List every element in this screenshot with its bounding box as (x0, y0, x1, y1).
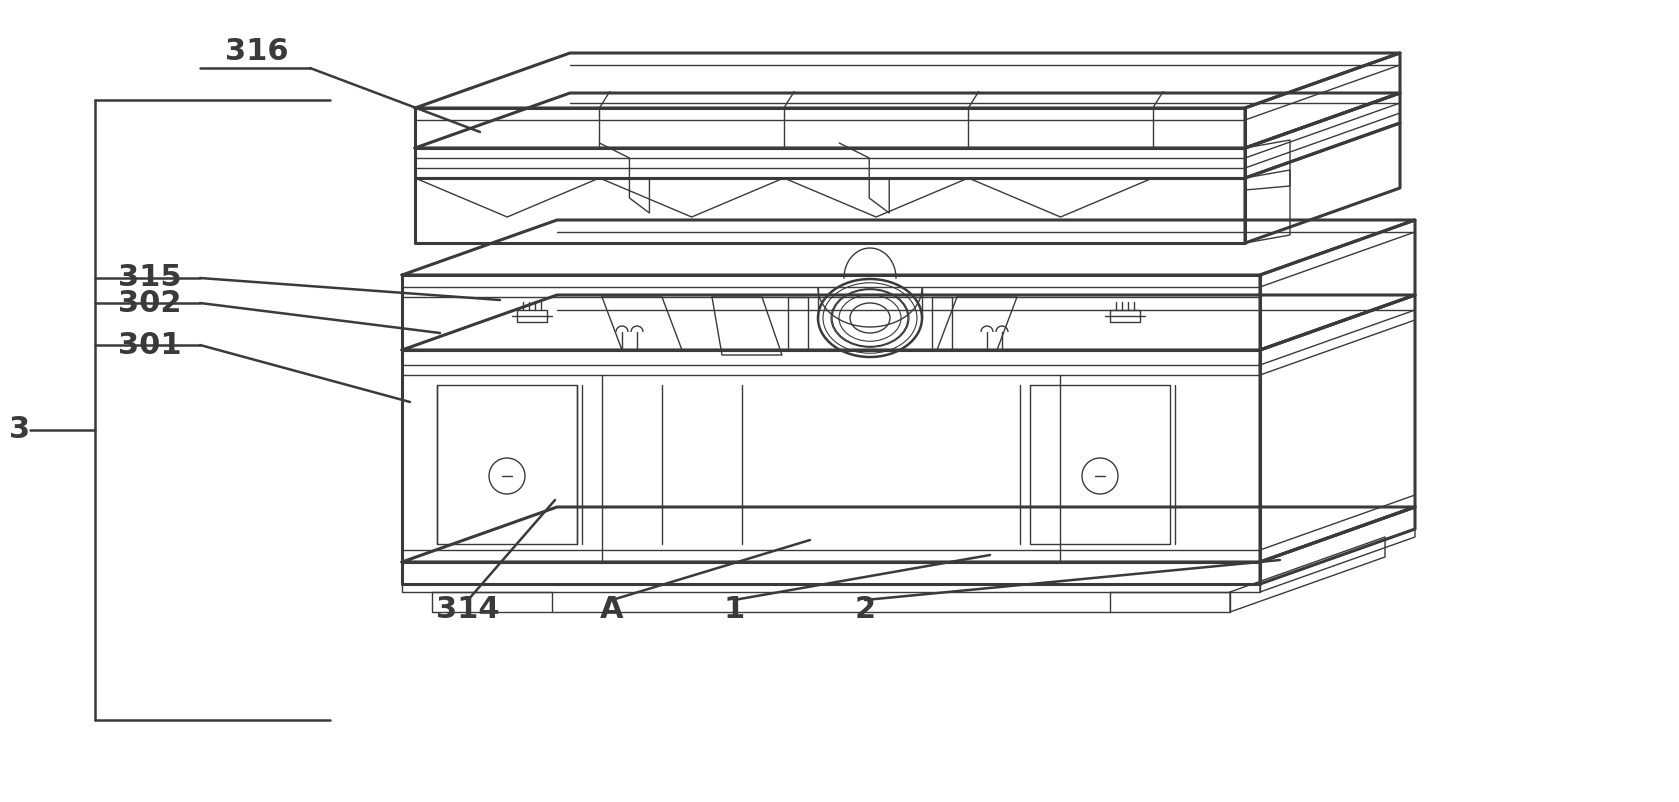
Text: 302: 302 (118, 289, 181, 318)
Text: 316: 316 (225, 38, 289, 67)
Text: 301: 301 (118, 330, 181, 359)
Text: 1: 1 (724, 596, 744, 625)
Text: A: A (599, 596, 625, 625)
Text: 315: 315 (118, 264, 181, 293)
Text: 3: 3 (10, 415, 30, 444)
Text: 2: 2 (855, 596, 875, 625)
Text: 314: 314 (437, 596, 500, 625)
